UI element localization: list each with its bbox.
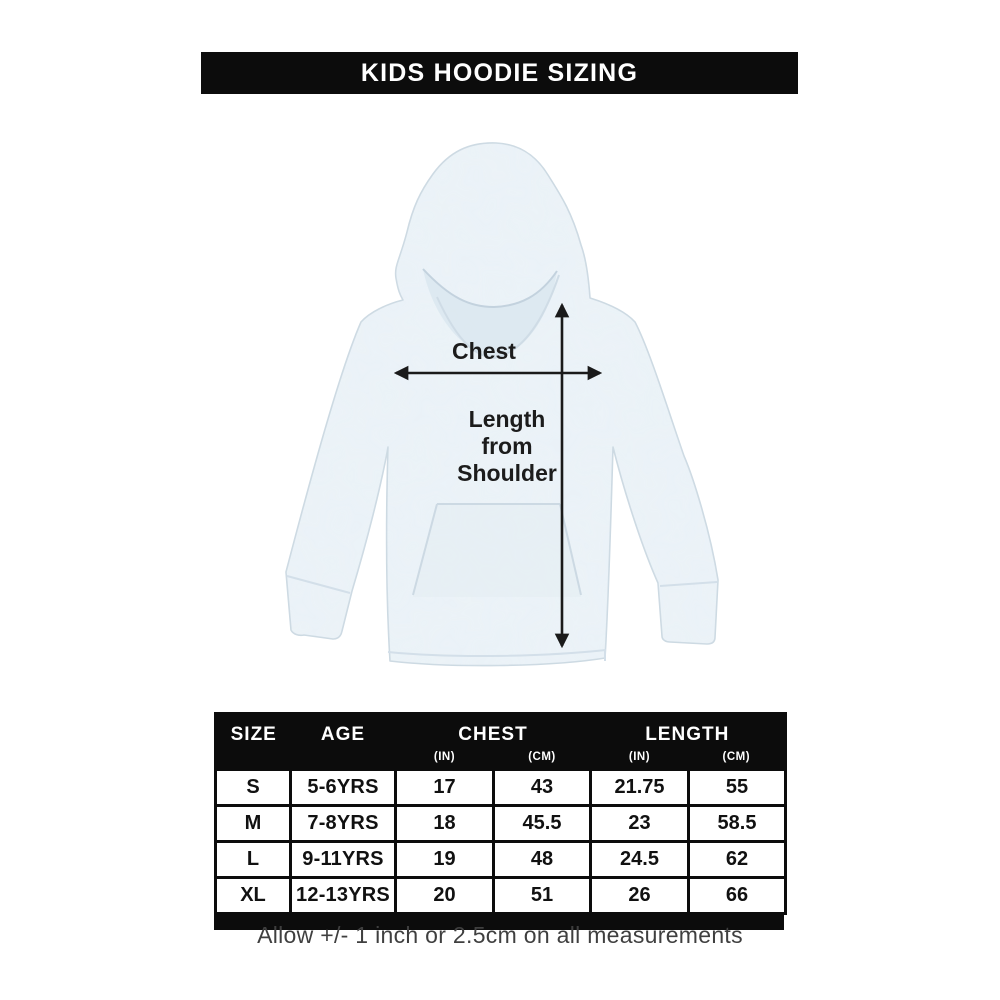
cell-length-in: 26: [589, 876, 690, 915]
cell-age: 12-13YRS: [289, 876, 397, 915]
cell-size: L: [214, 840, 292, 879]
cell-size: S: [214, 768, 292, 807]
subheader-blank-size: [215, 747, 291, 770]
table-row: M 7-8YRS 18 45.5 23 58.5: [214, 804, 788, 843]
length-from-shoulder-label: Length from Shoulder: [427, 406, 587, 487]
subheader-chest-in: (IN): [395, 747, 494, 770]
cell-age: 5-6YRS: [289, 768, 397, 807]
page-title: KIDS HOODIE SIZING: [360, 58, 639, 87]
cell-length-cm: 62: [686, 840, 788, 879]
table-row: L 9-11YRS 19 48 24.5 62: [214, 840, 788, 879]
table-row: XL 12-13YRS 20 51 26 66: [214, 876, 788, 915]
tolerance-note: Allow +/- 1 inch or 2.5cm on all measure…: [257, 922, 743, 948]
subheader-blank-age: [290, 747, 396, 770]
chest-label: Chest: [452, 338, 516, 364]
subheader-chest-cm: (CM): [493, 747, 591, 770]
cell-chest-cm: 51: [492, 876, 592, 915]
cell-chest-in: 18: [394, 804, 495, 843]
subheader-length-cm: (CM): [688, 747, 786, 770]
header-chest: CHEST: [395, 713, 591, 747]
subheader-length-in: (IN): [590, 747, 689, 770]
hoodie-diagram: [220, 125, 780, 690]
measurement-arrows: [393, 302, 603, 649]
cell-chest-in: 19: [394, 840, 495, 879]
hoodie-illustration: [285, 142, 719, 667]
cell-length-cm: 58.5: [686, 804, 788, 843]
size-table-wrap: SIZE AGE CHEST LENGTH (IN) (CM) (IN) (CM…: [214, 712, 788, 930]
cell-size: M: [214, 804, 292, 843]
cell-length-cm: 55: [686, 768, 788, 807]
cell-chest-cm: 45.5: [492, 804, 592, 843]
length-label-line-1: Length: [468, 406, 546, 432]
cell-length-in: 23: [589, 804, 690, 843]
length-label-line-3: Shoulder: [457, 460, 557, 486]
cell-chest-in: 17: [394, 768, 495, 807]
table-header: SIZE AGE CHEST LENGTH (IN) (CM) (IN) (CM…: [215, 713, 786, 770]
cell-length-in: 24.5: [589, 840, 690, 879]
header-age: AGE: [290, 713, 396, 747]
table-row: S 5-6YRS 17 43 21.75 55: [214, 768, 788, 807]
size-table: SIZE AGE CHEST LENGTH (IN) (CM) (IN) (CM…: [214, 712, 788, 915]
cell-chest-in: 20: [394, 876, 495, 915]
cell-length-cm: 66: [686, 876, 788, 915]
cell-length-in: 21.75: [589, 768, 690, 807]
header-size: SIZE: [215, 713, 291, 747]
cell-chest-cm: 48: [492, 840, 592, 879]
title-bar: KIDS HOODIE SIZING: [201, 52, 798, 94]
length-label-line-2: from: [481, 433, 533, 459]
header-length: LENGTH: [590, 713, 786, 747]
cell-age: 7-8YRS: [289, 804, 397, 843]
cell-age: 9-11YRS: [289, 840, 397, 879]
hood-opening: [422, 268, 560, 360]
table-bottom-bar: [214, 915, 784, 930]
cell-chest-cm: 43: [492, 768, 592, 807]
cell-size: XL: [214, 876, 292, 915]
hoodie-details: [286, 503, 718, 661]
